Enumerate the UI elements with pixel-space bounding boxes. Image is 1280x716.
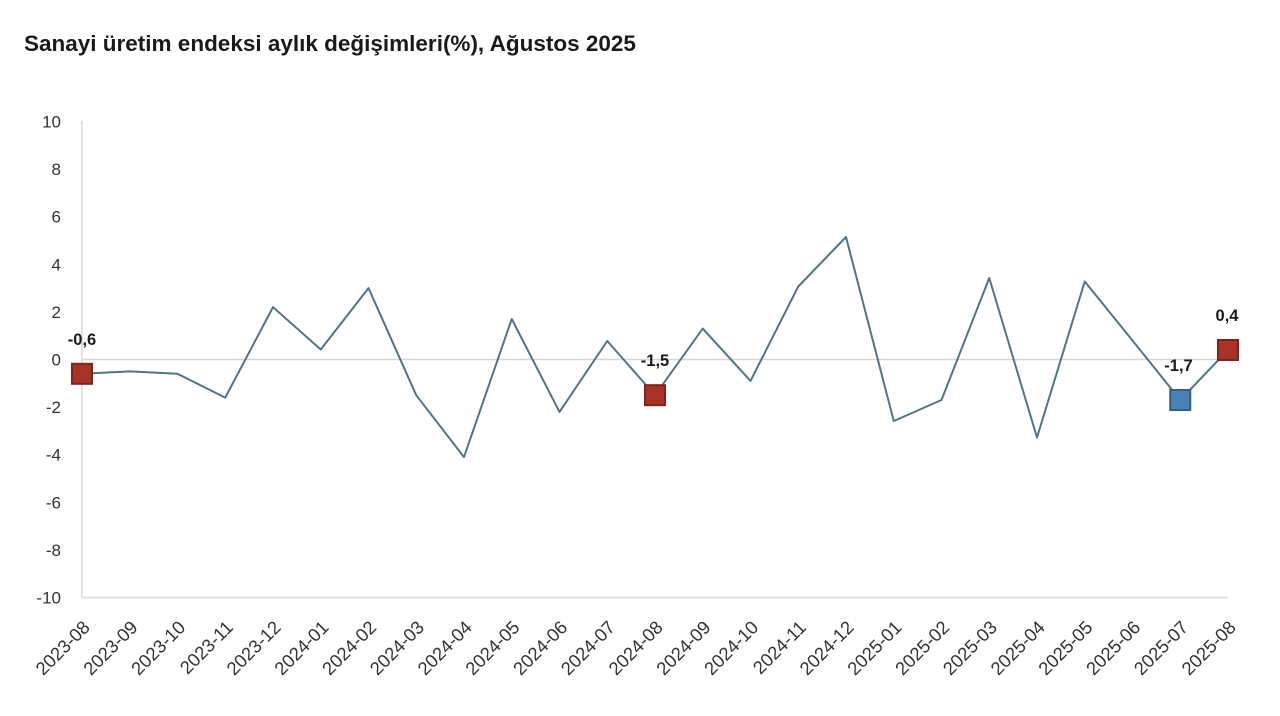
- svg-text:10: 10: [42, 113, 61, 132]
- svg-text:2: 2: [52, 303, 61, 322]
- svg-text:4: 4: [52, 255, 61, 274]
- svg-text:-0,6: -0,6: [68, 331, 96, 349]
- svg-text:-1,7: -1,7: [1164, 357, 1192, 375]
- svg-text:-4: -4: [46, 446, 61, 465]
- svg-text:0: 0: [52, 351, 61, 370]
- svg-text:8: 8: [52, 160, 61, 179]
- svg-text:-2: -2: [46, 398, 61, 417]
- svg-text:-1,5: -1,5: [641, 352, 669, 370]
- svg-text:6: 6: [52, 208, 61, 227]
- svg-text:Sanayi üretim endeksi aylık de: Sanayi üretim endeksi aylık değişimleri(…: [24, 31, 636, 56]
- svg-text:-6: -6: [46, 493, 61, 512]
- svg-text:-8: -8: [46, 541, 61, 560]
- svg-text:-10: -10: [36, 589, 61, 608]
- svg-text:0,4: 0,4: [1216, 307, 1240, 325]
